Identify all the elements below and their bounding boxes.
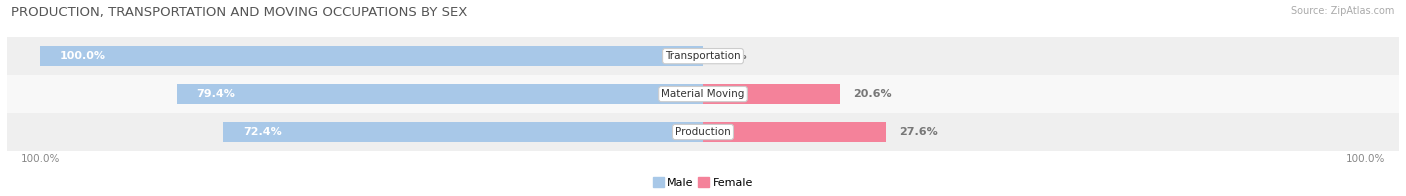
Text: 0.0%: 0.0% — [716, 51, 747, 61]
Text: Material Moving: Material Moving — [661, 89, 745, 99]
Text: 27.6%: 27.6% — [900, 127, 938, 137]
Text: Source: ZipAtlas.com: Source: ZipAtlas.com — [1291, 6, 1395, 16]
Bar — [177, 84, 703, 104]
Bar — [7, 75, 1399, 113]
Text: 72.4%: 72.4% — [243, 127, 281, 137]
Bar — [703, 84, 839, 104]
Text: Production: Production — [675, 127, 731, 137]
Bar — [41, 46, 703, 66]
Bar — [7, 37, 1399, 75]
Text: 20.6%: 20.6% — [853, 89, 891, 99]
Text: 79.4%: 79.4% — [197, 89, 235, 99]
Legend: Male, Female: Male, Female — [648, 172, 758, 192]
Bar — [703, 122, 886, 142]
Bar — [7, 113, 1399, 151]
Text: PRODUCTION, TRANSPORTATION AND MOVING OCCUPATIONS BY SEX: PRODUCTION, TRANSPORTATION AND MOVING OC… — [11, 6, 468, 19]
Bar — [224, 122, 703, 142]
Text: Transportation: Transportation — [665, 51, 741, 61]
Text: 100.0%: 100.0% — [60, 51, 105, 61]
